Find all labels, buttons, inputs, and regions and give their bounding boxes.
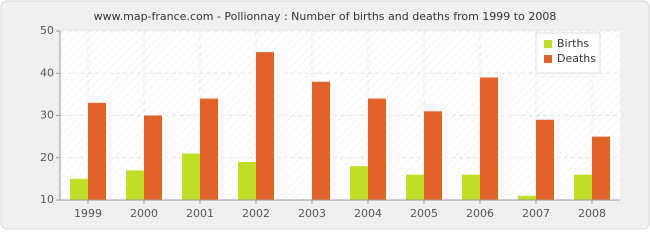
bar <box>536 119 554 200</box>
y-tick-label: 20 <box>40 151 54 164</box>
bar <box>70 178 88 200</box>
x-tick-label: 2005 <box>410 207 438 220</box>
chart-title: www.map-france.com - Pollionnay : Number… <box>94 10 557 23</box>
bar <box>182 153 200 200</box>
chart: www.map-france.com - Pollionnay : Number… <box>0 0 650 230</box>
legend-label: Deaths <box>557 52 596 65</box>
x-tick-label: 2001 <box>186 207 214 220</box>
x-tick-label: 1999 <box>74 207 102 220</box>
legend-box <box>535 32 601 74</box>
y-tick-label: 50 <box>40 24 54 37</box>
bar <box>256 52 274 200</box>
bar <box>368 98 386 200</box>
bar <box>126 170 144 200</box>
bar <box>200 98 218 200</box>
y-tick-label: 40 <box>40 66 54 79</box>
bar <box>518 195 536 200</box>
y-tick-label: 10 <box>40 193 54 206</box>
x-tick-label: 2002 <box>242 207 270 220</box>
x-tick-label: 2003 <box>298 207 326 220</box>
legend-swatch <box>544 40 552 48</box>
legend-label: Births <box>557 37 589 50</box>
x-tick-label: 2006 <box>466 207 494 220</box>
x-tick-label: 2007 <box>522 207 550 220</box>
bar <box>574 174 592 200</box>
x-tick-label: 2008 <box>578 207 606 220</box>
bar <box>350 166 368 200</box>
bar <box>238 161 256 200</box>
bar <box>312 81 330 200</box>
x-tick-label: 2000 <box>130 207 158 220</box>
y-tick-label: 30 <box>40 109 54 122</box>
bar <box>462 174 480 200</box>
x-tick-label: 2004 <box>354 207 382 220</box>
bar <box>144 115 162 200</box>
bar <box>88 102 106 200</box>
bar <box>480 77 498 200</box>
bar <box>592 136 610 200</box>
bar <box>424 111 442 200</box>
bar <box>406 174 424 200</box>
legend-swatch <box>544 55 552 63</box>
